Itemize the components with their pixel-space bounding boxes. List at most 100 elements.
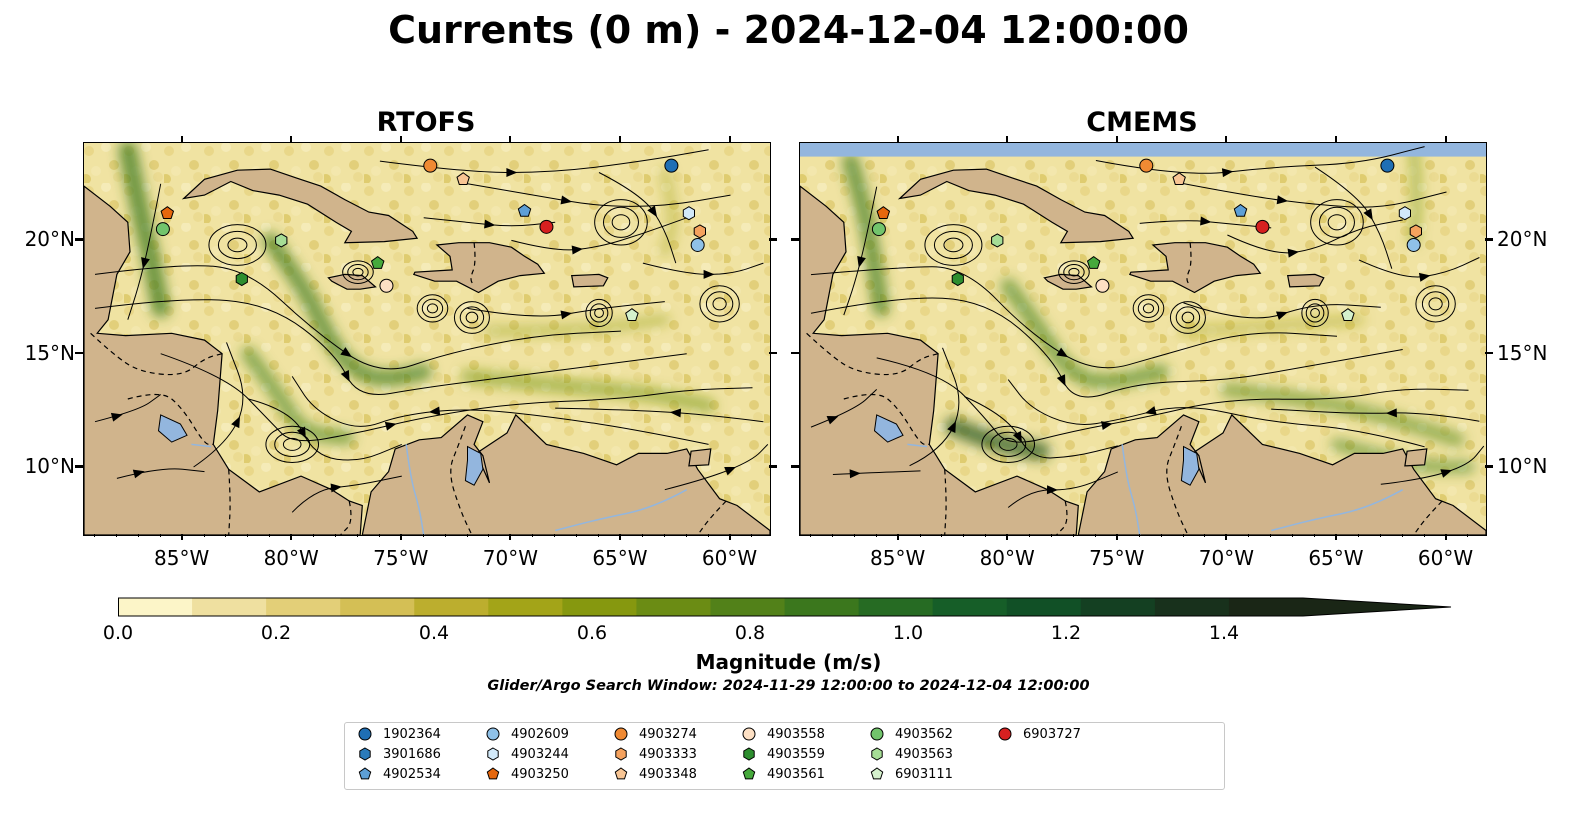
streamline-arrow xyxy=(849,469,861,479)
current-band xyxy=(1220,383,1465,447)
eddy-streamline xyxy=(217,230,257,260)
x-minor-tick xyxy=(831,534,833,537)
legend-label: 4903561 xyxy=(767,766,825,782)
float-4903562 xyxy=(155,222,170,237)
lake xyxy=(157,414,188,443)
x-minor-tick xyxy=(1445,534,1447,537)
streamline-arrow xyxy=(560,310,573,320)
x-tick-mark xyxy=(618,534,621,540)
x-tick-mark xyxy=(290,534,293,540)
legend-marker-hexagon xyxy=(487,747,499,761)
float-4903561 xyxy=(1086,255,1101,269)
eddy-streamline xyxy=(602,206,639,238)
streamline-arrow xyxy=(826,416,839,425)
legend-item-4903333: 4903333 xyxy=(613,746,697,762)
y-tick-mark-right xyxy=(769,238,777,241)
x-minor-tick xyxy=(444,534,446,537)
current-band xyxy=(1000,278,1170,389)
streamline-arrow xyxy=(340,347,352,358)
x-minor-tick xyxy=(685,534,687,537)
colorbar-segment xyxy=(858,598,934,616)
streamline-arrow xyxy=(1418,272,1431,282)
x-minor-tick xyxy=(1007,534,1009,537)
legend-marker-circle xyxy=(614,727,628,741)
border xyxy=(1413,500,1443,535)
x-minor-tick xyxy=(291,534,293,537)
x-minor-tick xyxy=(159,534,161,537)
colorbar-segment xyxy=(1228,598,1304,616)
legend-label: 3901686 xyxy=(383,746,441,762)
x-minor-tick xyxy=(532,534,534,537)
legend-marker-pentagon xyxy=(870,767,884,780)
colorbar-segment xyxy=(1154,598,1230,616)
y-tick-label: 10°N xyxy=(1497,454,1548,479)
legend-marker-hexagon xyxy=(743,747,755,761)
x-tick-mark-top xyxy=(180,136,183,142)
eddy-streamline xyxy=(594,199,648,246)
legend-item-4903562: 4903562 xyxy=(869,726,953,742)
x-tick-mark xyxy=(1444,534,1447,540)
x-minor-tick xyxy=(1379,534,1381,537)
x-tick-label: 65°W xyxy=(592,546,648,570)
y-tick-mark xyxy=(75,465,83,468)
x-tick-mark-top xyxy=(1115,136,1118,142)
x-minor-tick xyxy=(115,534,117,537)
float-4903559 xyxy=(951,271,964,287)
legend-label: 4903348 xyxy=(639,766,697,782)
x-minor-tick xyxy=(137,534,139,537)
streamline-arrow xyxy=(560,195,573,205)
cmems-map xyxy=(799,142,1487,536)
eddy-streamline xyxy=(998,437,1018,451)
y-tick-mark-right xyxy=(769,465,777,468)
river xyxy=(1121,444,1141,535)
legend-label: 6903727 xyxy=(1023,726,1081,742)
map-canvas xyxy=(84,143,770,535)
legend-marker-hexagon xyxy=(871,747,883,761)
x-minor-tick xyxy=(598,534,600,537)
y-tick-mark xyxy=(75,238,83,241)
eddy-streamline xyxy=(1301,298,1329,328)
legend-item-1902364: 1902364 xyxy=(357,726,441,742)
x-minor-tick xyxy=(269,534,271,537)
border xyxy=(339,500,352,535)
x-minor-tick xyxy=(356,534,358,537)
legend-item-4902534: 4902534 xyxy=(357,766,441,782)
streamline xyxy=(94,394,161,423)
eddy-streamline xyxy=(712,297,727,311)
x-minor-tick xyxy=(181,534,183,537)
streamline-arrow xyxy=(1056,374,1066,387)
legend-label: 4903250 xyxy=(511,766,569,782)
y-tick-mark xyxy=(1485,238,1493,241)
legend-label: 4903562 xyxy=(895,726,953,742)
colorbar-segment xyxy=(710,598,786,616)
land xyxy=(412,242,546,294)
x-minor-tick xyxy=(203,534,205,537)
legend-item-4903274: 4903274 xyxy=(613,726,697,742)
eddy-streamline xyxy=(274,431,311,457)
river xyxy=(907,443,928,448)
x-tick-label: 75°W xyxy=(373,546,429,570)
eddy-streamline xyxy=(1305,303,1325,323)
float-4903333 xyxy=(1409,224,1422,239)
streamline-arrow xyxy=(1287,248,1300,258)
eddy-streamline xyxy=(352,267,364,277)
x-minor-tick xyxy=(619,534,621,537)
legend-item-4903558: 4903558 xyxy=(741,726,825,742)
streamline-arrow xyxy=(669,408,682,418)
x-minor-tick xyxy=(400,534,402,537)
land xyxy=(570,273,609,288)
legend-marker-pentagon xyxy=(486,767,500,780)
border xyxy=(127,393,214,445)
current-band xyxy=(1178,314,1364,337)
legend-marker-circle xyxy=(870,727,884,741)
float-4903274 xyxy=(1139,158,1154,173)
streamline-arrow xyxy=(1056,347,1069,358)
x-minor-tick xyxy=(1423,534,1425,537)
eddy-streamline xyxy=(611,214,631,231)
current-band xyxy=(659,167,678,257)
float-4903563 xyxy=(275,233,288,248)
float-4903563 xyxy=(991,233,1004,248)
land xyxy=(1077,413,1486,535)
x-minor-tick xyxy=(1138,534,1140,537)
legend-label: 4903244 xyxy=(511,746,569,762)
